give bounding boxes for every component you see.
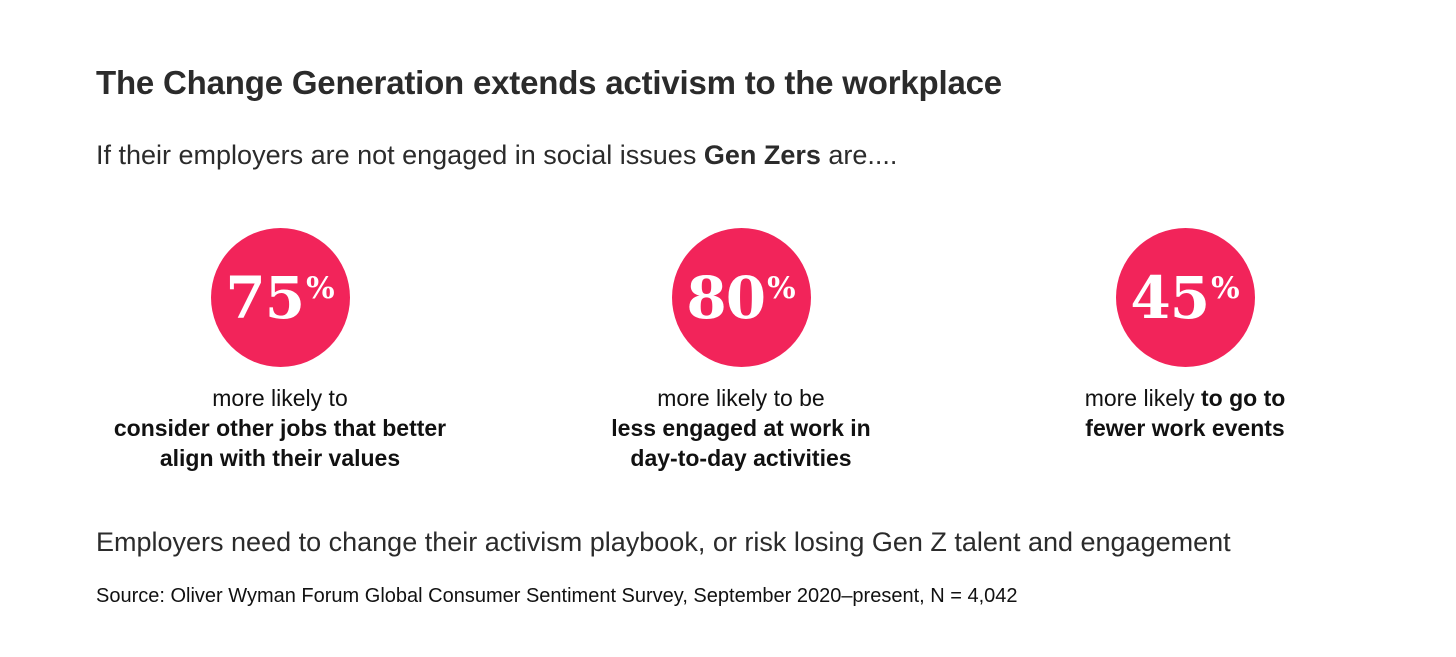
- stat-circle: 80%: [671, 228, 811, 367]
- stat-bold-line: day-to-day activities: [630, 445, 852, 471]
- stat-description: more likely to consider other jobs that …: [60, 383, 500, 473]
- stat-value: 80: [686, 263, 766, 332]
- stat-lead: more likely: [1084, 385, 1201, 411]
- subtitle-suffix: are....: [820, 140, 898, 170]
- stat-unit: %: [767, 271, 796, 306]
- stat-unit: %: [1211, 271, 1240, 306]
- stat-bold-line: less engaged at work in: [611, 415, 871, 441]
- subtitle: If their employers are not engaged in so…: [96, 140, 897, 171]
- stat-card-2: 80% more likely to be less engaged at wo…: [521, 228, 961, 473]
- stat-card-3: 45% more likely to go to fewer work even…: [965, 228, 1405, 443]
- stat-lead: more likely to be: [657, 385, 825, 411]
- stat-value: 75: [225, 263, 305, 332]
- stat-lead-line: more likely to go to: [965, 383, 1405, 413]
- stat-description: more likely to go to fewer work events: [965, 383, 1405, 443]
- stat-bold-line: fewer work events: [1085, 415, 1285, 441]
- source-note: Source: Oliver Wyman Forum Global Consum…: [96, 585, 1018, 607]
- subtitle-bold: Gen Zers: [703, 140, 821, 170]
- stat-circle: 75%: [210, 228, 350, 367]
- stat-bold-line: align with their values: [159, 445, 401, 471]
- subtitle-prefix: If their employers are not engaged in so…: [96, 140, 704, 170]
- footer-statement: Employers need to change their activism …: [96, 527, 1231, 557]
- page-title: The Change Generation extends activism t…: [96, 64, 1002, 101]
- stat-lead: more likely to: [212, 385, 348, 411]
- stat-description: more likely to be less engaged at work i…: [521, 383, 961, 473]
- stat-value: 45: [1130, 263, 1210, 332]
- stat-circle: 45%: [1115, 228, 1255, 367]
- stat-unit: %: [306, 271, 335, 306]
- stat-lead-bold: to go to: [1201, 385, 1286, 411]
- stat-card-1: 75% more likely to consider other jobs t…: [60, 228, 500, 473]
- stat-bold-line: consider other jobs that better: [113, 415, 447, 441]
